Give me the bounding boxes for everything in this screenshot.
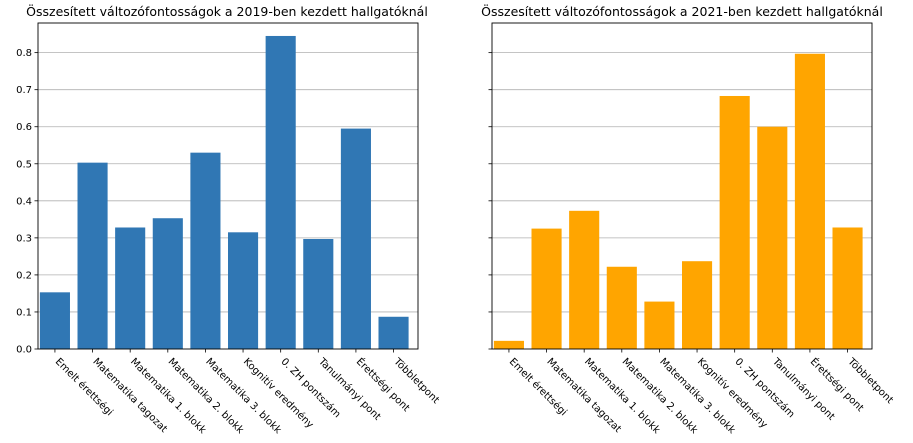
x-tick-label: Matematika 1. blokk [582,356,662,436]
x-tick-label: Matematika 2. blokk [620,356,700,436]
bar [152,218,183,349]
chart-title: Összesített változófontosságok a 2021-be… [481,3,883,19]
y-tick-label: 0.0 [16,345,32,356]
bar [115,227,146,349]
bar [832,227,863,349]
x-tick-label: Matematika 1. blokk [128,356,208,436]
y-tick-label: 0.1 [16,307,32,318]
bar [77,162,108,349]
bar [757,126,788,350]
axes-frame [37,22,419,350]
chart-2019: Összesített változófontosságok a 2019-be… [16,3,441,436]
bar [228,232,259,349]
bar [606,266,637,349]
bar [340,128,371,349]
chart-title: Összesített változófontosságok a 2019-be… [26,3,428,19]
bar [719,95,750,349]
bar [569,210,600,349]
y-tick-label: 0.5 [16,159,32,170]
bar [644,301,675,349]
bar [265,35,296,349]
y-tick-label: 0.7 [16,85,32,96]
x-tick-label: Kognitív eredmény [695,356,770,431]
bar [682,261,713,349]
x-tick-label: Tanulmányi pont [315,355,383,423]
x-tick-label: Tanulmányi pont [769,355,837,423]
chart-2021: Összesített változófontosságok a 2021-be… [481,3,895,436]
y-tick-label: 0.6 [16,122,32,133]
bar [531,228,562,349]
bar [303,238,334,349]
x-tick-label: Matematika tagozat [90,356,169,435]
y-tick-label: 0.4 [16,196,32,207]
bar [190,152,221,349]
x-tick-label: Matematika 2. blokk [166,356,246,436]
bar [378,316,409,349]
bar [39,292,70,349]
y-tick-label: 0.8 [16,48,32,59]
bar [493,340,524,349]
x-tick-label: Matematika 3. blokk [657,356,737,436]
y-tick-label: 0.3 [16,233,32,244]
x-tick-label: Matematika 3. blokk [203,356,283,436]
x-tick-label: Kognitív eredmény [241,356,316,431]
bar [794,53,825,349]
axes-frame [491,22,873,350]
x-tick-label: Matematika tagozat [544,356,623,435]
y-tick-label: 0.2 [16,270,32,281]
